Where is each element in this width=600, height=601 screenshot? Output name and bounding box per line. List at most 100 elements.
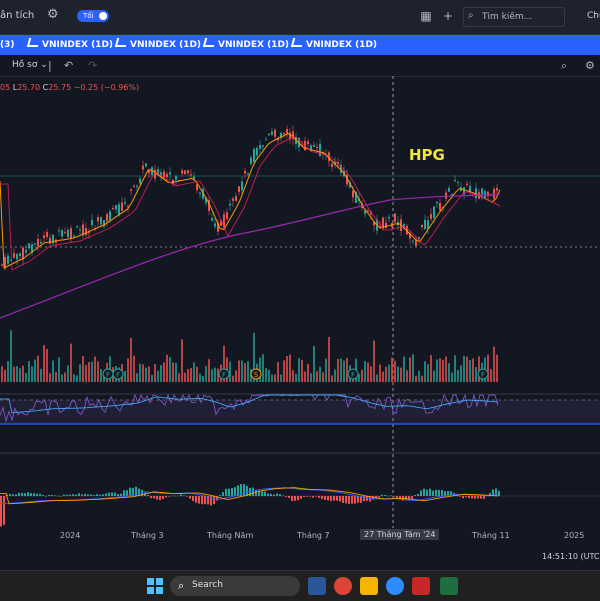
undo-icon[interactable]: ↶ [64, 59, 74, 72]
macd-histogram-bar [123, 490, 125, 496]
candle-body [226, 212, 228, 219]
right-menu-text[interactable]: Chu [587, 11, 600, 21]
windows-start-icon[interactable] [146, 577, 164, 595]
zoom-app-icon[interactable] [386, 577, 404, 595]
macd-histogram-bar [222, 492, 224, 496]
candle-body [79, 229, 81, 231]
macd-histogram-bar [171, 495, 173, 497]
volume-bar [91, 361, 93, 382]
event-marker [347, 368, 359, 380]
taskbar-search[interactable]: ⌕ Search [170, 576, 300, 596]
candle-body [106, 214, 108, 222]
app-icon[interactable] [412, 577, 430, 595]
word-icon[interactable] [308, 577, 326, 595]
macd-histogram-bar [183, 495, 185, 496]
macd-histogram-bar [240, 484, 242, 496]
volume-bar [238, 360, 240, 382]
macd-histogram-bar [273, 494, 275, 496]
change-value: −0.25 (−0.96%) [73, 83, 140, 92]
search-input[interactable] [480, 9, 564, 25]
zoom-icon[interactable]: ⌕ [561, 59, 568, 72]
macd-histogram-bar [360, 496, 362, 503]
volume-bar [82, 356, 84, 382]
volume-bar [190, 368, 192, 382]
candle-body [418, 237, 420, 240]
add-icon[interactable]: + [442, 9, 454, 23]
macd-histogram-bar [39, 493, 41, 496]
macd-histogram-bar [267, 493, 269, 496]
candle-body [109, 211, 111, 221]
search-box[interactable]: ⌕ [463, 7, 565, 27]
taskbar-search-label: Search [192, 580, 223, 590]
macd-histogram-bar [276, 493, 278, 496]
volume-bar [490, 369, 492, 382]
search-icon: ⌕ [178, 579, 185, 592]
candle-body [346, 174, 348, 185]
tab-vnindex-4[interactable]: VNINDEX (1D) [290, 35, 377, 55]
macd-histogram-bar [129, 487, 131, 496]
candle-body [451, 194, 453, 196]
theme-toggle-label: Tối [83, 12, 94, 20]
candle-body [430, 214, 432, 219]
candle-body [148, 170, 150, 174]
excel-icon[interactable] [440, 577, 458, 595]
profile-dropdown[interactable]: Hồ sơ ⌄ [12, 60, 48, 70]
macd-histogram-bar [105, 493, 107, 496]
chrome-icon[interactable] [334, 577, 352, 595]
event-marker-label: S [254, 371, 259, 379]
time-label: Tháng Năm [207, 531, 254, 540]
volume-bar [304, 371, 306, 382]
volume-bar [97, 361, 99, 382]
tab-label: VNINDEX (1D) [42, 40, 114, 50]
macd-histogram-bar [432, 490, 434, 496]
macd-histogram-bar [468, 496, 470, 498]
candle-body [121, 202, 123, 211]
candle-body [436, 201, 438, 204]
event-marker [477, 368, 489, 380]
event-marker-label: F [116, 371, 120, 379]
volume-bar [34, 359, 36, 382]
grid-layout-icon[interactable]: ▦ [420, 9, 432, 23]
macd-histogram-bar [18, 492, 20, 496]
macd-histogram-bar [330, 496, 332, 501]
volume-bar [148, 366, 150, 382]
volume-bar [463, 355, 465, 382]
macd-histogram-bar [87, 494, 89, 496]
volume-bar [382, 371, 384, 382]
macd-histogram-bar [24, 493, 26, 496]
tab-vnindex-2[interactable]: VNINDEX (1D) [114, 35, 201, 55]
settings-icon[interactable]: ⚙ [585, 59, 595, 72]
volume-bar [157, 370, 159, 382]
volume-bar [28, 361, 30, 382]
volume-bar [196, 366, 198, 382]
macd-histogram-bar [372, 496, 374, 500]
macd-histogram-bar [387, 495, 389, 497]
candle-body [454, 180, 456, 182]
tab-vnindex-1[interactable]: VNINDEX (1D) [26, 35, 114, 55]
candle-body [349, 182, 351, 188]
macd-histogram-bar [354, 496, 356, 504]
candle-body [313, 145, 315, 147]
macd-histogram-bar [366, 496, 368, 501]
volume-bar [280, 374, 282, 382]
volume-bar [334, 369, 336, 382]
macd-histogram-bar [423, 488, 425, 496]
volume-bar [403, 356, 405, 382]
macd-histogram-bar [375, 496, 377, 498]
redo-icon[interactable]: ↷ [88, 59, 98, 72]
tab-partial[interactable]: (3) [0, 40, 15, 50]
tab-vnindex-3[interactable]: VNINDEX (1D) [202, 35, 289, 55]
candle-body [250, 157, 252, 165]
macd-histogram-bar [303, 496, 305, 498]
volume-bar [295, 373, 297, 382]
macd-histogram-bar [90, 494, 92, 496]
candle-body [310, 145, 312, 152]
candle-body [88, 231, 90, 234]
theme-toggle[interactable]: Tối [77, 10, 109, 22]
candle-body [481, 188, 483, 196]
candle-body [190, 174, 192, 176]
file-explorer-icon[interactable] [360, 577, 378, 595]
gear-icon[interactable]: ⚙ [47, 7, 59, 22]
volume-bar [451, 372, 453, 382]
